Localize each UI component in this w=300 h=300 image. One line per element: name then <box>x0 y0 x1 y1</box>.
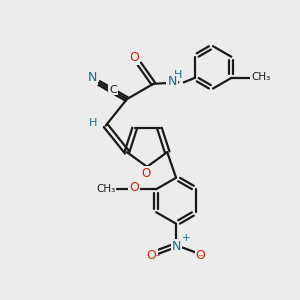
Text: O: O <box>129 181 139 194</box>
Text: O: O <box>196 249 206 262</box>
Text: O: O <box>129 51 139 64</box>
Text: N: N <box>172 240 181 253</box>
Text: CH₃: CH₃ <box>96 184 115 194</box>
Text: ⁻: ⁻ <box>197 253 203 263</box>
Text: N: N <box>167 75 177 88</box>
Text: ⁻: ⁻ <box>154 253 160 263</box>
Text: O: O <box>142 167 151 180</box>
Text: CH₃: CH₃ <box>251 72 270 82</box>
Text: H: H <box>89 118 98 128</box>
Text: N: N <box>88 71 97 84</box>
Text: H: H <box>174 70 182 80</box>
Text: C: C <box>109 85 117 94</box>
Text: +: + <box>182 233 190 243</box>
Text: O: O <box>147 249 157 262</box>
